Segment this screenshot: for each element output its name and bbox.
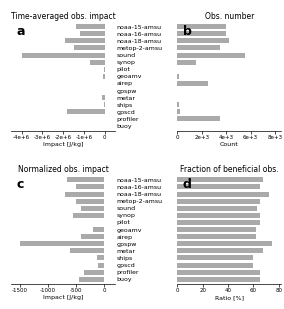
Bar (79, 277, 104, 282)
Bar (178, 227, 256, 232)
Text: b: b (183, 25, 191, 38)
Bar (76, 199, 104, 204)
Text: d: d (183, 178, 191, 191)
Title: Obs. number: Obs. number (204, 12, 254, 21)
Bar (178, 74, 179, 79)
Bar (76, 184, 104, 189)
Bar (73, 213, 104, 218)
Bar (178, 263, 253, 268)
Bar (97, 256, 104, 260)
Bar (178, 199, 260, 204)
Bar (80, 31, 105, 36)
Bar (90, 60, 105, 65)
Bar (98, 263, 104, 268)
Bar (178, 256, 253, 260)
Bar (178, 241, 272, 246)
Bar (22, 53, 105, 57)
Bar (178, 206, 257, 211)
Bar (76, 24, 105, 29)
X-axis label: Count: Count (220, 142, 239, 147)
Bar (178, 60, 196, 65)
Bar (82, 234, 104, 239)
Bar (65, 38, 105, 43)
Bar (178, 102, 179, 107)
Bar (93, 227, 104, 232)
Bar (103, 74, 105, 79)
Title: Normalized obs. impact: Normalized obs. impact (18, 165, 109, 174)
X-axis label: Impact [J/kg]: Impact [J/kg] (43, 295, 83, 300)
Bar (178, 213, 260, 218)
Bar (74, 45, 105, 50)
Bar (178, 116, 220, 121)
Bar (178, 234, 256, 239)
Text: c: c (16, 178, 24, 191)
Bar (102, 95, 105, 100)
Bar (82, 206, 104, 211)
Bar (178, 277, 260, 282)
Title: Time-averaged obs. impact: Time-averaged obs. impact (11, 12, 116, 21)
Bar (178, 81, 208, 86)
Bar (178, 24, 226, 29)
Bar (20, 241, 104, 246)
Bar (178, 53, 245, 57)
Bar (178, 192, 268, 197)
Bar (65, 192, 104, 197)
Bar (67, 109, 105, 114)
Bar (70, 248, 104, 253)
Bar (104, 102, 105, 107)
Bar (178, 31, 226, 36)
Bar (68, 177, 104, 182)
Bar (178, 109, 180, 114)
Bar (84, 270, 104, 275)
X-axis label: Ratio [%]: Ratio [%] (215, 295, 244, 300)
Bar (178, 270, 260, 275)
Bar (178, 45, 220, 50)
Bar (178, 220, 260, 225)
Text: a: a (16, 25, 25, 38)
Bar (104, 67, 105, 72)
X-axis label: Impact [J/kg]: Impact [J/kg] (43, 142, 83, 147)
Bar (178, 38, 229, 43)
Bar (178, 248, 264, 253)
Bar (178, 184, 260, 189)
Title: Fraction of beneficial obs.: Fraction of beneficial obs. (180, 165, 279, 174)
Bar (178, 177, 264, 182)
